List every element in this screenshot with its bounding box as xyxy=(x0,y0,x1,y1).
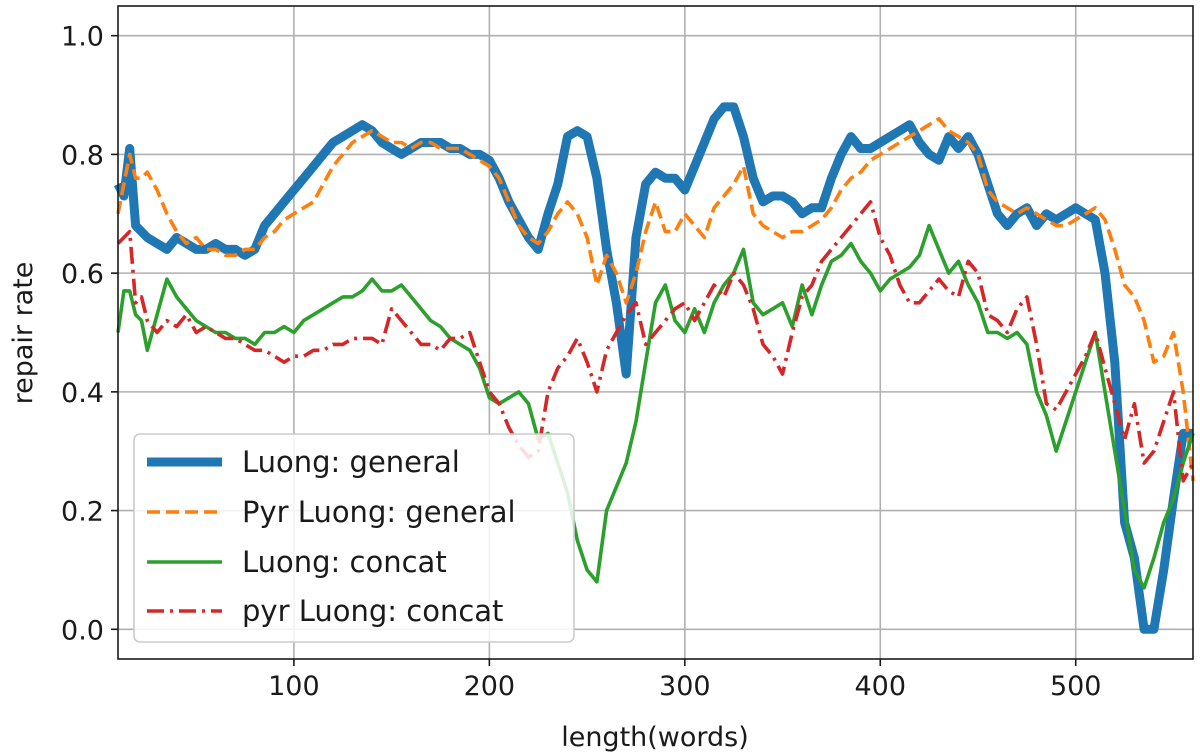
y-tick-label: 0.0 xyxy=(61,615,104,646)
y-tick-label: 0.2 xyxy=(61,497,104,528)
x-tick-label: 200 xyxy=(464,671,516,702)
legend-label-pyr-luong-general: Pyr Luong: general xyxy=(242,495,516,529)
y-tick-label: 1.0 xyxy=(61,22,104,53)
y-tick-label: 0.4 xyxy=(61,378,104,409)
series-line-pyr-luong-general xyxy=(116,117,1195,482)
x-tick-label: 300 xyxy=(659,671,711,702)
series-line-luong-concat xyxy=(116,223,1195,590)
x-axis-ticks: 100 200 300 400 500 xyxy=(268,659,1102,702)
x-tick-label: 400 xyxy=(854,671,906,702)
legend-label-pyr-luong-concat: pyr Luong: concat xyxy=(242,594,503,628)
series-lines xyxy=(113,102,1195,634)
x-axis-label: length(words) xyxy=(561,722,749,753)
legend-label-luong-general: Luong: general xyxy=(242,445,460,479)
x-tick-label: 100 xyxy=(268,671,320,702)
y-tick-label: 0.8 xyxy=(61,140,104,171)
plot-frame xyxy=(117,5,1194,660)
legend: Luong: general Pyr Luong: general Luong:… xyxy=(133,433,575,643)
x-tick-label: 500 xyxy=(1050,671,1102,702)
legend-box xyxy=(133,433,575,643)
y-axis-label: repair rate xyxy=(8,262,39,405)
legend-label-luong-concat: Luong: concat xyxy=(242,545,447,579)
series-line-luong-general xyxy=(113,102,1193,634)
y-axis-ticks: 0.0 0.2 0.4 0.6 0.8 1.0 xyxy=(61,22,118,646)
series-line-pyr-luong-concat xyxy=(116,200,1195,483)
y-tick-label: 0.6 xyxy=(61,259,104,290)
